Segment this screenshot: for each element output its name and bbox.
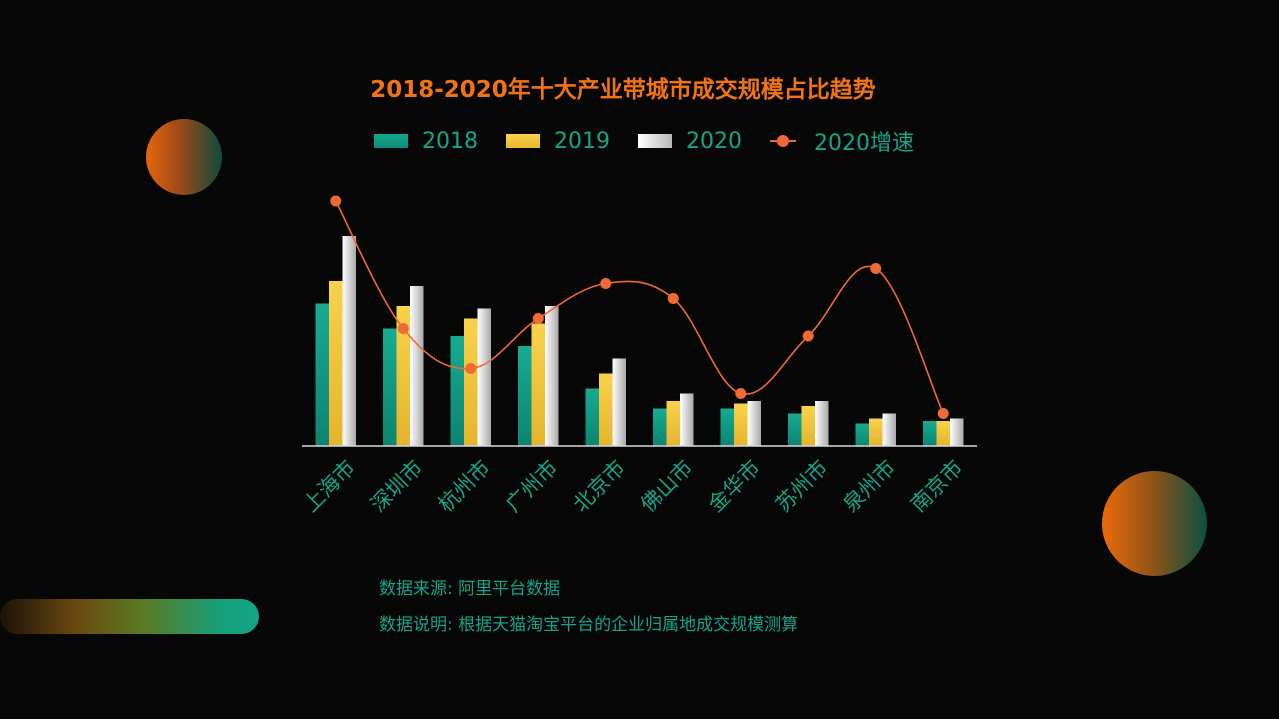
bar-2020-深圳市 <box>410 286 424 446</box>
data-source-note: 数据来源: 阿里平台数据 <box>379 579 561 599</box>
legend-label-2020: 2020 <box>686 128 742 154</box>
x-tick-label-北京市: 北京市 <box>569 455 631 517</box>
growth-point-杭州市 <box>465 363 477 374</box>
bar-2020-佛山市 <box>680 393 694 446</box>
growth-point-苏州市 <box>802 330 814 342</box>
x-tick-label-广州市: 广州市 <box>501 455 563 517</box>
x-tick-label-杭州市: 杭州市 <box>434 455 496 517</box>
bar-2020-金华市 <box>747 401 761 446</box>
bar-2018-金华市 <box>720 408 734 446</box>
bar-2018-上海市 <box>315 303 329 446</box>
legend-swatch-growth <box>770 134 796 148</box>
bar-2019-杭州市 <box>464 318 478 446</box>
bar-2019-泉州市 <box>869 418 883 446</box>
bar-2019-南京市 <box>936 421 950 446</box>
bar-2018-苏州市 <box>788 413 802 446</box>
bar-2018-深圳市 <box>383 328 397 446</box>
growth-point-北京市 <box>600 278 612 289</box>
growth-point-广州市 <box>532 313 544 324</box>
legend-label-2018: 2018 <box>422 128 478 154</box>
growth-point-上海市 <box>330 195 342 207</box>
bar-2019-广州市 <box>531 323 545 446</box>
x-tick-label-苏州市: 苏州市 <box>771 455 833 517</box>
bar-2019-北京市 <box>599 373 613 446</box>
legend-label-2019: 2019 <box>554 128 610 154</box>
bar-2020-杭州市 <box>477 308 491 446</box>
x-tick-label-上海市: 上海市 <box>299 455 361 517</box>
bar-2019-深圳市 <box>396 306 410 446</box>
x-tick-label-南京市: 南京市 <box>906 455 968 517</box>
legend-swatch-2020 <box>638 134 672 148</box>
bar-2018-佛山市 <box>653 408 667 446</box>
bar-2019-苏州市 <box>801 406 815 446</box>
legend-swatch-2018 <box>374 134 408 148</box>
growth-point-南京市 <box>937 408 949 419</box>
chart-legend: 2018 2019 2020 2020增速 <box>374 126 914 156</box>
bar-2019-佛山市 <box>666 401 680 446</box>
x-tick-label-佛山市: 佛山市 <box>636 455 698 517</box>
growth-rate-line <box>335 200 944 414</box>
bar-2020-南京市 <box>950 418 964 446</box>
legend-item-2020: 2020 <box>638 129 742 154</box>
chart-title: 2018-2020年十大产业带城市成交规模占比趋势 <box>370 77 876 103</box>
bar-2020-上海市 <box>342 236 356 446</box>
growth-point-佛山市 <box>667 293 679 304</box>
bar-2018-广州市 <box>518 346 532 446</box>
legend-item-2019: 2019 <box>506 129 610 154</box>
growth-point-泉州市 <box>870 263 882 274</box>
decorative-gradient-bar <box>0 599 259 634</box>
bar-2018-北京市 <box>585 388 599 446</box>
legend-label-growth: 2020增速 <box>814 131 914 156</box>
legend-swatch-2019 <box>506 134 540 148</box>
bar-2020-泉州市 <box>882 413 896 446</box>
bar-2020-苏州市 <box>815 401 829 446</box>
bar-2018-泉州市 <box>855 423 869 446</box>
bar-2020-广州市 <box>545 306 559 446</box>
bar-2020-北京市 <box>612 358 626 446</box>
bar-2018-南京市 <box>923 421 937 446</box>
bar-2018-杭州市 <box>450 336 464 446</box>
x-tick-label-金华市: 金华市 <box>704 455 766 517</box>
decorative-circle-left <box>146 119 222 195</box>
data-description-note: 数据说明: 根据天猫淘宝平台的企业归属地成交规模测算 <box>379 615 799 635</box>
legend-item-2018: 2018 <box>374 129 478 154</box>
x-tick-label-深圳市: 深圳市 <box>366 455 428 517</box>
legend-item-growth: 2020增速 <box>770 125 914 157</box>
bar-2019-金华市 <box>734 403 748 446</box>
growth-point-金华市 <box>735 388 747 399</box>
decorative-circle-right <box>1102 471 1207 576</box>
bar-2019-上海市 <box>329 281 343 446</box>
growth-point-深圳市 <box>397 323 409 334</box>
x-tick-label-泉州市: 泉州市 <box>839 455 901 517</box>
